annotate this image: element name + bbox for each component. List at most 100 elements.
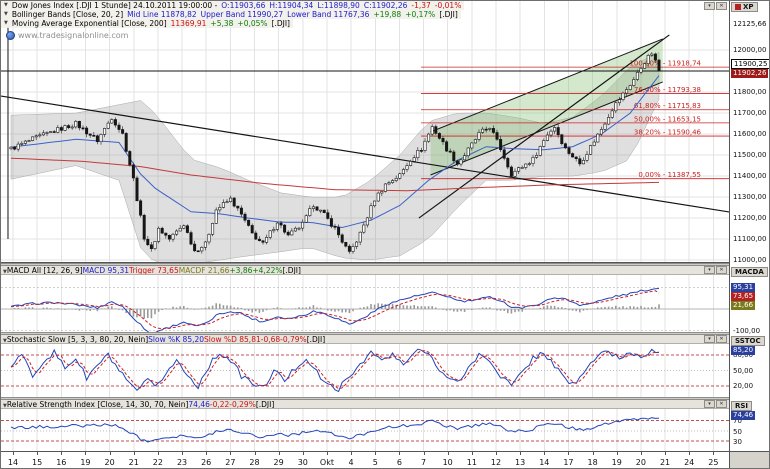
- collapse-pane-button[interactable]: ▾: [704, 400, 715, 408]
- corner-resize-box[interactable]: [730, 451, 769, 468]
- pane-tab-macd[interactable]: MACDA: [731, 267, 768, 277]
- time-tick: [13, 452, 14, 455]
- time-axis-label: 5: [372, 458, 378, 467]
- pane-header-row: ▼ Dow Jones Index [.DJI 1 Stunde] 24.10.2…: [1, 1, 465, 10]
- time-axis-label: 22: [152, 458, 163, 467]
- time-axis-label: 17: [563, 458, 574, 467]
- header-segment: Mid Line 11878,82: [127, 10, 197, 19]
- candlestick-series[interactable]: [9, 51, 661, 254]
- rsi-chart[interactable]: [1, 409, 729, 451]
- price-axis-column[interactable]: 12000,0011900,0011800,0011700,0011600,00…: [729, 1, 769, 468]
- pane-header-row: ▼Relative Strength Index [Close, 14, 30,…: [3, 400, 274, 409]
- collapse-icon[interactable]: ▼: [3, 402, 7, 409]
- macd-trigger-line: [10, 290, 660, 330]
- stoch-axis-label: 50,00: [733, 366, 754, 375]
- close-pane-button[interactable]: ✕: [716, 335, 727, 343]
- collapse-icon[interactable]: ▼: [4, 20, 8, 26]
- bollinger-band: [10, 51, 660, 262]
- header-segment: H:11904,34: [269, 1, 314, 10]
- collapse-pane-button[interactable]: ▾: [704, 266, 715, 274]
- pane-tab-stoch[interactable]: SSTOC: [731, 336, 765, 346]
- svg-text:61,80% - 11715,83: 61,80% - 11715,83: [634, 102, 701, 110]
- price-axis-label: 11300,00: [733, 193, 767, 202]
- time-tick: [423, 452, 425, 455]
- header-segment: +4,22%: [252, 266, 283, 275]
- time-axis-label: 19: [611, 458, 622, 467]
- workspace-icon: [735, 4, 741, 10]
- pane-splitter[interactable]: [1, 263, 769, 266]
- header-segment: -0,79%: [280, 335, 307, 344]
- stochastic-pane[interactable]: ▼Stochastic Slow [5, 3, 3, 80, 20, Nein]…: [1, 335, 729, 397]
- time-tick: [399, 452, 401, 455]
- rsi-pane-header: ▼Relative Strength Index [Close, 14, 30,…: [1, 400, 729, 409]
- time-axis-label: 16: [56, 458, 67, 467]
- pane-splitter[interactable]: [1, 332, 769, 335]
- header-segment: [.DJI]: [282, 266, 301, 275]
- pane-splitter[interactable]: [1, 397, 769, 400]
- time-tick: [182, 452, 184, 455]
- svg-text:50,00% - 11653,15: 50,00% - 11653,15: [634, 115, 701, 123]
- close-pane-button[interactable]: ✕: [716, 2, 727, 10]
- time-axis-label: 20: [104, 458, 115, 467]
- stoch-grid: [1, 344, 729, 397]
- pane-header-row: ▼MACD All [12, 26, 9]MACD 95,31Trigger 7…: [3, 266, 301, 275]
- price-axis-high-label: 12125,66: [733, 19, 767, 28]
- macd-value-badge: 73,65: [731, 292, 756, 301]
- price-axis-label: 11100,00: [733, 235, 767, 244]
- time-tick: [640, 452, 642, 455]
- price-axis-label: 11500,00: [733, 151, 767, 160]
- header-segment: +0,05%: [237, 19, 268, 28]
- stoch-pane-buttons: ▾ ✕: [704, 335, 727, 343]
- rsi-pane[interactable]: ▼Relative Strength Index [Close, 14, 30,…: [1, 400, 729, 451]
- header-segment: Bollinger Bands [Close, 20, 2]: [11, 10, 124, 19]
- collapse-pane-button[interactable]: ▾: [704, 2, 715, 10]
- macd-chart[interactable]: [1, 275, 729, 332]
- time-axis-label: 28: [249, 458, 260, 467]
- pane-tab-label: MACDA: [735, 268, 764, 276]
- pane-tab-price[interactable]: XP: [731, 2, 758, 12]
- rsi-value-badge: 74,46: [731, 411, 756, 420]
- time-tick: [326, 452, 328, 455]
- collapse-icon[interactable]: ▼: [4, 11, 8, 17]
- time-axis-label: 14: [7, 458, 19, 467]
- time-tick: [471, 452, 473, 455]
- header-segment: Trigger 73,65: [129, 266, 179, 275]
- time-tick: [592, 452, 594, 455]
- collapse-icon[interactable]: ▼: [4, 2, 8, 8]
- svg-text:100,00% - 11918,74: 100,00% - 11918,74: [629, 60, 701, 68]
- close-pane-button[interactable]: ✕: [716, 400, 727, 408]
- rsi-line: [10, 417, 660, 443]
- collapse-icon[interactable]: ▼: [3, 268, 7, 275]
- time-tick: [278, 452, 280, 455]
- price-pane[interactable]: 100,00% - 11918,74 76,40% - 11793,38 61,80…: [1, 1, 729, 263]
- stochastic-chart[interactable]: [1, 344, 729, 397]
- time-tick: [85, 452, 87, 455]
- rsi-axis-label: 30: [733, 438, 742, 447]
- collapse-icon[interactable]: ▼: [3, 337, 7, 344]
- time-tick: [375, 452, 377, 455]
- price-pane-buttons: ▾ ✕: [704, 2, 727, 10]
- time-tick: [206, 452, 208, 455]
- stoch-axis-label: 80,00: [733, 351, 754, 360]
- collapse-pane-button[interactable]: ▾: [704, 335, 715, 343]
- watermark-text: www.tradesignalonline.com: [18, 31, 129, 40]
- price-pane-headers: ▼ Dow Jones Index [.DJI 1 Stunde] 24.10.2…: [1, 1, 465, 28]
- stoch-k-line: [10, 348, 659, 393]
- macd-pane[interactable]: ▼MACD All [12, 26, 9]MACD 95,31Trigger 7…: [1, 266, 729, 332]
- rsi-pane-buttons: ▾ ✕: [704, 400, 727, 408]
- time-tick: [447, 452, 449, 455]
- header-segment: +5,38: [210, 19, 234, 28]
- globe-icon: [6, 31, 15, 40]
- price-chart[interactable]: 100,00% - 11918,74 76,40% - 11793,38 61,80…: [1, 1, 729, 263]
- time-axis-label: 26: [201, 458, 212, 467]
- price-axis-label: 11700,00: [733, 109, 767, 118]
- header-segment: [.DJI]: [306, 335, 326, 344]
- header-segment: -0,01%: [434, 1, 462, 10]
- time-tick: [713, 452, 715, 455]
- time-axis[interactable]: 14 15 16 19 20 21 22 23 26 27 28 29 30 Okt 4 5 6 7 10 11 12 1…: [1, 451, 729, 468]
- time-axis-label: 25: [708, 458, 719, 467]
- time-tick: [133, 452, 135, 455]
- close-pane-button[interactable]: ✕: [716, 266, 727, 274]
- pane-tab-rsi[interactable]: RSI: [731, 401, 753, 411]
